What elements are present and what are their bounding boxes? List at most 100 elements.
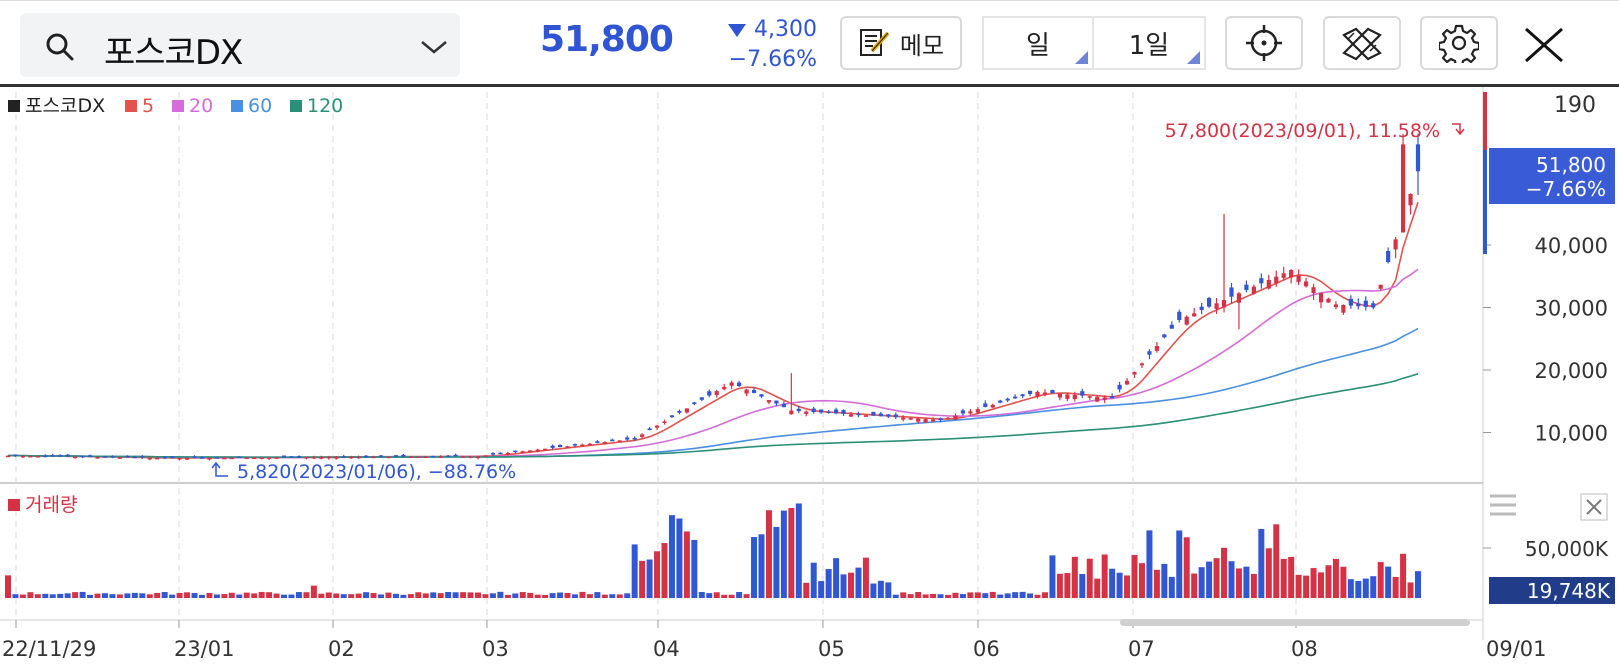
volume-bar [176,592,183,598]
candle [1072,391,1077,402]
candle-body [1400,144,1406,233]
crosshair-button[interactable] [1225,16,1303,70]
candle-body [587,443,593,446]
candle [1296,269,1301,286]
candle-body [117,457,123,459]
volume-bar [721,594,728,598]
volume-bar [1400,553,1407,598]
candle-body [1229,287,1234,297]
volume-bar [1310,568,1317,598]
candle [1214,297,1219,314]
period-count-select[interactable]: 1일 [1094,16,1206,70]
memo-icon [859,29,890,56]
candle [110,455,115,459]
volume-bar [736,592,743,598]
volume-bar [348,594,355,598]
volume-bar [310,585,317,598]
candle [378,454,384,457]
candle-body [393,455,399,457]
candle [1378,284,1383,291]
candle [945,416,951,420]
volume-bar [57,593,64,598]
candle-body [1169,324,1174,329]
volume-bar [1243,566,1250,598]
candle-body [147,457,152,460]
volume-bar [213,594,220,598]
candle-body [1281,273,1286,278]
candle [886,414,891,419]
candle [207,457,212,461]
candle-body [304,457,309,459]
settings-button[interactable] [1420,16,1498,70]
volume-bar [1221,547,1228,598]
volume-bar [1392,576,1399,598]
candle [610,438,615,442]
candle-body [267,457,272,459]
candle-body [87,455,93,457]
volume-bar [146,594,153,598]
volume-bar [1041,592,1048,598]
close-icon[interactable] [1524,27,1564,63]
candle-body [170,456,175,459]
legend-label: 60 [248,95,272,117]
volume-bar [251,593,258,598]
volume-bar [1161,563,1168,598]
volume-bar [161,592,168,598]
candle [968,408,973,416]
candle-body [334,456,339,459]
candle-body [737,382,742,387]
volume-bar [840,574,847,598]
candle-body [80,455,85,458]
high-arrow-head [1455,128,1465,136]
candle-body [833,409,839,414]
volume-bar [1228,561,1235,598]
candle [80,455,85,459]
draw-tools-button[interactable] [1323,16,1401,70]
price-chart[interactable]: 22/11/29 23/01 02 03 04 05 06 07 08 09/01 10,000 20… [0,87,1619,666]
memo-button[interactable]: 메모 [840,16,962,70]
candle-body [207,457,212,460]
candle [893,412,898,420]
candle-body [490,452,496,455]
current-price-badge [1489,148,1615,204]
volume-bar [1325,565,1332,598]
y-top-label: 190 [1554,93,1596,118]
candle [132,455,137,459]
volume-bar [288,594,295,598]
volume-bar [64,593,71,598]
candle [267,456,272,461]
candle [528,450,533,453]
candle-body [699,397,704,400]
volume-bar [1377,562,1384,598]
y-tick-label: 20,000 [1535,359,1608,383]
candle-body [953,415,958,420]
period-unit-select[interactable]: 일 [982,16,1094,70]
candle-body [856,413,861,416]
candle [1162,333,1167,339]
volume-bar [27,592,34,598]
candle [274,456,279,460]
stock-search-box[interactable]: 포스코DX [20,13,460,77]
volume-bar [497,591,504,598]
candle-body [50,455,55,457]
volume-bar [945,594,951,598]
candle-body [647,428,652,431]
candle-body [640,434,645,437]
candle-body [1356,303,1361,307]
candle-body [319,456,324,459]
candle-body [416,456,421,458]
candle-body [162,456,167,459]
candle [722,383,727,391]
volume-bar [333,593,340,598]
chevron-down-icon[interactable] [420,39,448,55]
volume-bar [273,593,280,598]
candle [1124,378,1130,385]
candle [513,450,518,454]
volume-bar [475,592,481,598]
volume-bar [1340,566,1347,598]
candle [1274,270,1279,287]
candle-body [1378,284,1383,289]
candle [1363,296,1368,311]
candle [707,389,712,398]
volume-bar [116,594,123,598]
